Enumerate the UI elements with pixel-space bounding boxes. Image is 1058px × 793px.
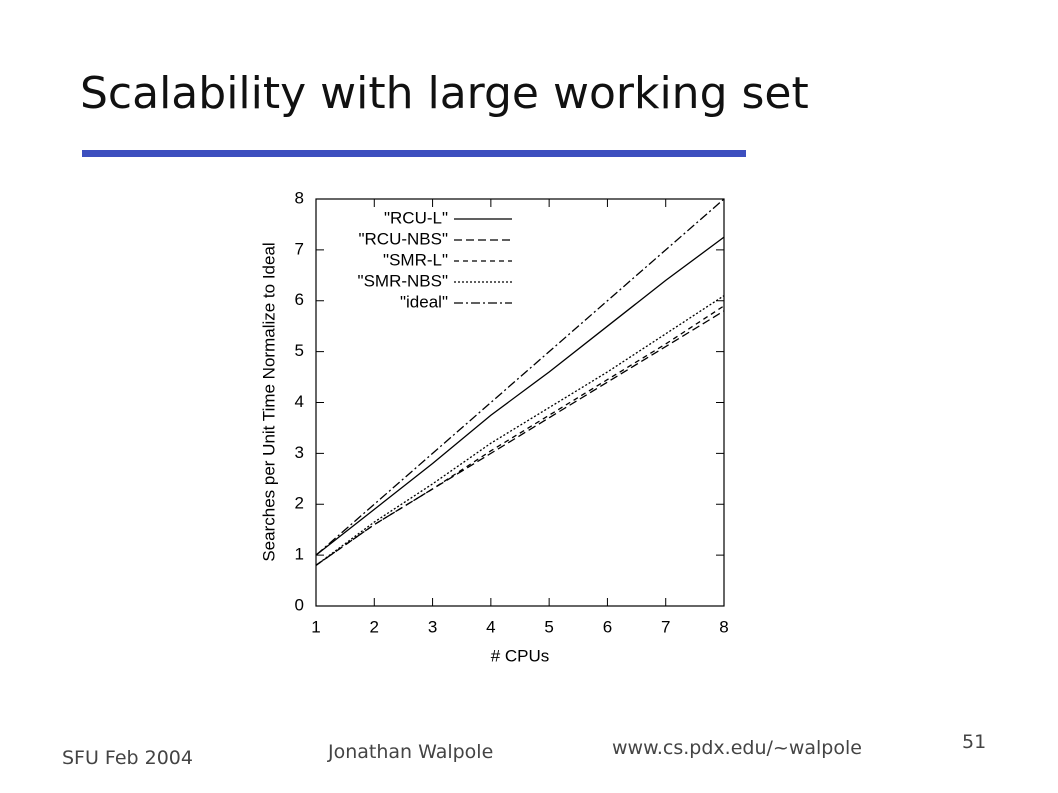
footer-date: SFU Feb 2004 <box>62 747 193 769</box>
y-tick-label: 7 <box>295 239 304 258</box>
title-underline <box>82 150 746 157</box>
series-line <box>315 198 725 556</box>
series-line <box>315 295 725 566</box>
x-tick-label: 3 <box>428 617 437 636</box>
x-tick-label: 6 <box>603 617 612 636</box>
y-tick-label: 8 <box>295 188 304 207</box>
x-tick-label: 8 <box>719 617 728 636</box>
page-number: 51 <box>962 731 986 753</box>
y-tick-label: 1 <box>295 545 304 564</box>
legend-label: "ideal" <box>400 292 448 311</box>
x-tick-label: 1 <box>311 617 320 636</box>
plot-frame <box>315 198 725 607</box>
legend-label: "RCU-L" <box>384 208 448 227</box>
chart: # CPUs Searches per Unit Time Normalize … <box>259 188 728 665</box>
footer-author: Jonathan Walpole <box>327 741 493 763</box>
x-axis-label: # CPUs <box>491 646 550 665</box>
y-tick-label: 0 <box>295 595 304 614</box>
series-line <box>315 305 725 566</box>
y-axis-label: Searches per Unit Time Normalize to Idea… <box>259 242 278 561</box>
y-tick-label: 3 <box>295 443 304 462</box>
y-tick-label: 5 <box>295 341 304 360</box>
x-tick-label: 2 <box>370 617 379 636</box>
series-line <box>315 236 725 556</box>
x-tick-label: 7 <box>661 617 670 636</box>
x-tick-label: 5 <box>544 617 553 636</box>
x-tick-label: 4 <box>486 617 495 636</box>
legend-label: "SMR-L" <box>383 250 448 269</box>
y-tick-label: 4 <box>295 392 304 411</box>
footer-url: www.cs.pdx.edu/~walpole <box>612 737 862 759</box>
slide-title: Scalability with large working set <box>80 68 809 119</box>
legend-label: "RCU-NBS" <box>358 229 448 248</box>
y-tick-label: 2 <box>295 494 304 513</box>
series-line <box>315 310 725 566</box>
y-tick-label: 6 <box>295 290 304 309</box>
legend-label: "SMR-NBS" <box>358 271 448 290</box>
